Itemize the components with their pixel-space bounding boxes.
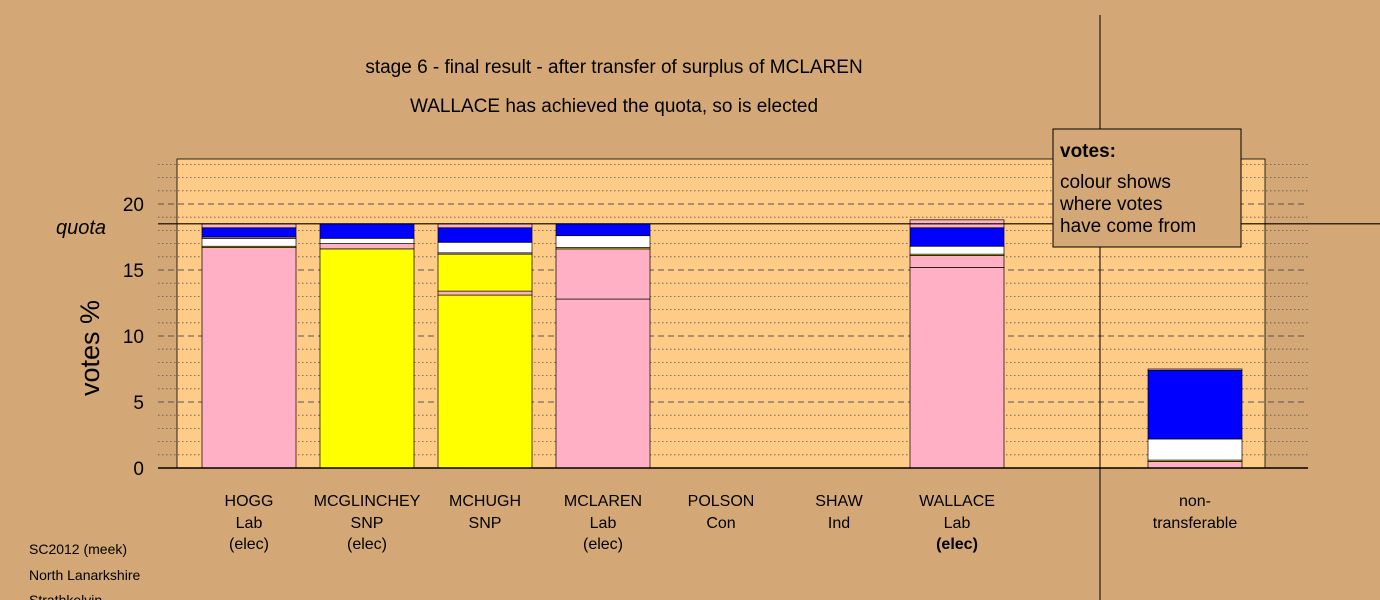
y-tick-label: 20 [123, 195, 144, 216]
bar-segment [555, 223, 651, 237]
candidate-party: Lab [590, 515, 617, 532]
y-tick-label: 0 [133, 459, 144, 480]
candidate-name: MCGLINCHEY [314, 493, 421, 510]
bar-segment [909, 267, 1005, 469]
legend-title: votes: [1060, 141, 1116, 162]
bar-segment [319, 223, 415, 239]
candidate-status: (elec) [229, 536, 269, 553]
candidate-name: SHAW [815, 493, 863, 510]
candidate-name: HOGG [225, 493, 274, 510]
quota-label: quota [56, 217, 106, 239]
candidate-name: POLSON [688, 493, 755, 510]
bar-segment [201, 227, 297, 238]
legend-line: where votes [1059, 194, 1162, 215]
footer-line: North Lanarkshire [29, 567, 140, 583]
candidate-name: MCHUGH [449, 493, 521, 510]
candidate-name: MCLAREN [564, 493, 642, 510]
y-tick-label: 10 [123, 327, 144, 348]
bar-segment [555, 298, 651, 469]
bar-segment [201, 237, 297, 247]
legend-line: colour shows [1060, 172, 1171, 193]
bar-segment [319, 243, 415, 250]
legend-line: have come from [1060, 216, 1196, 237]
candidate-party: Con [706, 515, 735, 532]
candidate-status: (elec) [936, 536, 978, 553]
nontransferable-segment [1147, 438, 1243, 461]
bar-segment [909, 255, 1005, 268]
bar-segment [437, 227, 533, 243]
footer-line: SC2012 (meek) [29, 541, 127, 557]
nontransferable-label: non- [1179, 493, 1211, 510]
bar-segment [437, 294, 533, 469]
nontransferable-segment [1147, 368, 1243, 371]
bar-segment [437, 253, 533, 292]
nontransferable-label: transferable [1153, 515, 1238, 532]
candidate-party: SNP [469, 515, 502, 532]
chart-title: stage 6 - final result - after transfer … [365, 57, 862, 78]
bar-segment [201, 247, 297, 469]
bar-segment [909, 245, 1005, 255]
bar-segment [319, 248, 415, 469]
legend-box: votes: colour shows where votes have com… [1052, 128, 1242, 248]
nontransferable-segment [1147, 461, 1243, 469]
candidate-status: (elec) [347, 536, 387, 553]
chart-subtitle: WALLACE has achieved the quota, so is el… [410, 96, 818, 117]
bar-segment [319, 237, 415, 244]
bar-segment [909, 227, 1005, 247]
candidate-name: WALLACE [919, 493, 995, 510]
bar-segment [437, 241, 533, 254]
bar-segment [555, 248, 651, 300]
y-tick-label: 15 [123, 261, 144, 282]
bar-segment [437, 290, 533, 296]
y-axis-label: votes % [75, 300, 105, 396]
candidate-party: Lab [944, 515, 971, 532]
candidate-party: SNP [351, 515, 384, 532]
bar-segment [555, 235, 651, 248]
candidate-party: Ind [828, 515, 850, 532]
candidate-party: Lab [236, 515, 263, 532]
candidate-status: (elec) [583, 536, 623, 553]
nontransferable-segment [1147, 369, 1243, 440]
y-tick-label: 5 [133, 393, 144, 414]
footer-line: Strathkelvin [29, 592, 102, 600]
